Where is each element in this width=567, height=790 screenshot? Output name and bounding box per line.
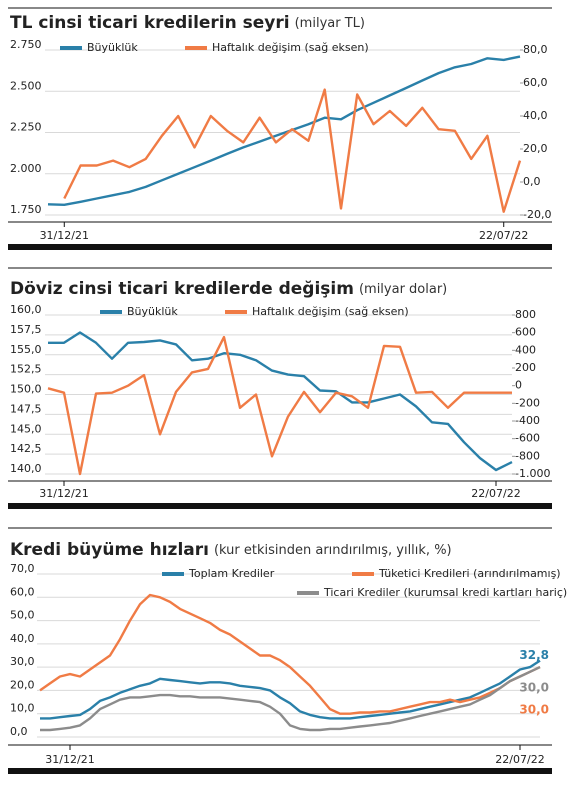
y2-tick-label: 40,0 — [523, 109, 548, 122]
y-tick-label: 0,0 — [10, 725, 28, 738]
series-line — [47, 55, 521, 206]
legend-label: Haftalık değişim (sağ eksen) — [212, 41, 369, 54]
series-line — [40, 666, 541, 732]
y-tick-label: 20,0 — [10, 678, 35, 691]
subtitle: (milyar dolar) — [359, 282, 447, 297]
y-tick-label: 145,0 — [10, 422, 42, 435]
y-tick-label: 60,0 — [10, 585, 35, 598]
title-text: Kredi büyüme hızları — [10, 540, 209, 560]
legend-label: Haftalık değişim (sağ eksen) — [252, 305, 409, 318]
y2-tick-label: -200 — [515, 396, 540, 409]
y-tick-label: 155,0 — [10, 343, 42, 356]
y-tick-label: 140,0 — [10, 462, 42, 475]
series-line — [48, 331, 513, 472]
x-tick-label: 22/07/22 — [495, 753, 544, 766]
y-tick-label: 150,0 — [10, 383, 42, 396]
x-tick-label: 31/12/21 — [39, 487, 88, 500]
x-tick-label: 31/12/21 — [40, 229, 89, 242]
y2-tick-label: 0 — [515, 379, 522, 392]
y2-tick-label: 400 — [515, 343, 536, 356]
y-tick-label: 2.250 — [10, 121, 42, 134]
y-tick-label: 70,0 — [10, 562, 35, 575]
legend-label: Büyüklük — [87, 41, 138, 54]
value-label: 30,0 — [519, 681, 549, 695]
value-label: 30,0 — [519, 703, 549, 717]
y2-tick-label: 600 — [515, 326, 536, 339]
x-tick-label: 22/07/22 — [471, 487, 520, 500]
y2-tick-label: 0,0 — [523, 175, 541, 188]
chart-title: TL cinsi ticari kredilerin seyri (milyar … — [10, 13, 365, 33]
x-tick-label: 31/12/21 — [45, 753, 94, 766]
y-tick-label: 142,5 — [10, 442, 42, 455]
y-tick-label: 1.750 — [10, 203, 42, 216]
y-tick-label: 2.500 — [10, 79, 42, 92]
chart-title: Kredi büyüme hızları (kur etkisinden arın… — [10, 540, 452, 560]
subtitle: (kur etkisinden arındırılmış, yıllık, %) — [214, 543, 452, 558]
legend-label: Tüketici Kredileri (arındırılmamış) — [378, 567, 561, 580]
y2-tick-label: 80,0 — [523, 43, 548, 56]
bottom-bar — [8, 768, 552, 774]
y2-tick-label: -800 — [515, 449, 540, 462]
y-tick-label: 160,0 — [10, 303, 42, 316]
y-tick-label: 147,5 — [10, 402, 42, 415]
chart-title: Döviz cinsi ticari kredilerde değişim (mi… — [10, 279, 447, 299]
y2-tick-label: -400 — [515, 414, 540, 427]
y-tick-label: 50,0 — [10, 609, 35, 622]
bottom-bar — [8, 244, 552, 250]
y2-tick-label: 800 — [515, 308, 536, 321]
y2-tick-label: -20,0 — [523, 208, 551, 221]
title-text: TL cinsi ticari kredilerin seyri — [10, 13, 290, 33]
series-line — [40, 659, 541, 720]
series-line — [39, 593, 541, 715]
y-tick-label: 157,5 — [10, 323, 42, 336]
y2-tick-label: 20,0 — [523, 142, 548, 155]
y2-tick-label: -1.000 — [515, 467, 550, 480]
y-tick-label: 2.000 — [10, 162, 42, 175]
legend-label: Toplam Krediler — [188, 567, 275, 580]
value-label: 32,8 — [519, 648, 549, 662]
y2-tick-label: -600 — [515, 432, 540, 445]
y-tick-label: 10,0 — [10, 702, 35, 715]
bottom-bar — [8, 503, 552, 509]
legend-label: Büyüklük — [127, 305, 178, 318]
y-tick-label: 2.750 — [10, 38, 42, 51]
legend-label: Ticari Krediler (kurumsal kredi kartları… — [323, 586, 567, 599]
series-line — [47, 335, 512, 476]
series-line — [63, 88, 522, 213]
y-tick-label: 152,5 — [10, 363, 42, 376]
y-tick-label: 40,0 — [10, 632, 35, 645]
title-text: Döviz cinsi ticari kredilerde değişim — [10, 279, 354, 299]
x-tick-label: 22/07/22 — [479, 229, 528, 242]
subtitle: (milyar TL) — [295, 16, 365, 31]
y-tick-label: 30,0 — [10, 655, 35, 668]
y2-tick-label: 200 — [515, 361, 536, 374]
y2-tick-label: 60,0 — [523, 76, 548, 89]
